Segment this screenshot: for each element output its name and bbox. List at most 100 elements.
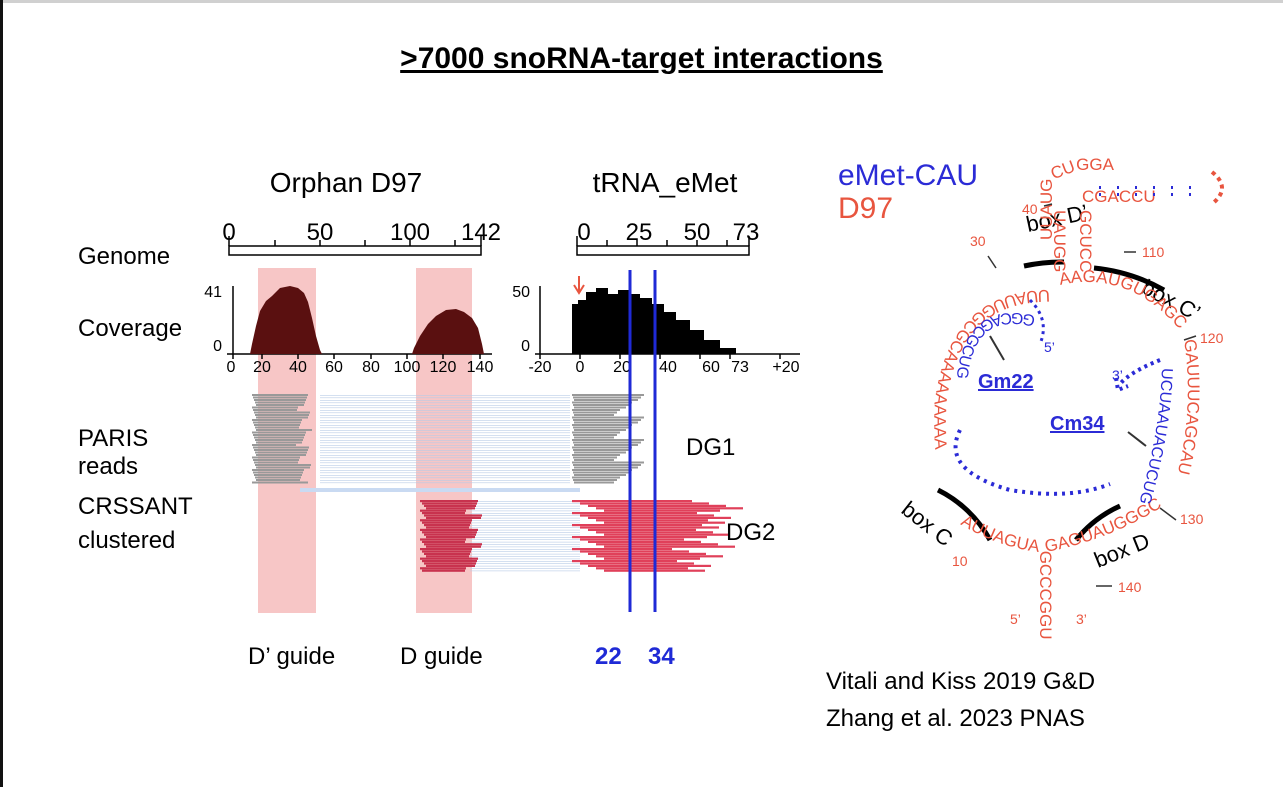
dg2-read-right xyxy=(604,533,730,536)
read-connector xyxy=(320,480,570,481)
orphan-genome-tick: 100 xyxy=(390,219,430,246)
dg1-read-right xyxy=(573,449,629,451)
dg1-read-right xyxy=(574,414,614,416)
dg1-read-left xyxy=(256,404,304,406)
dg2-read-left xyxy=(422,569,465,572)
read-connector xyxy=(470,558,580,560)
dg2-read-right xyxy=(588,540,701,543)
position-34-label: 34 xyxy=(648,643,675,670)
read-connector xyxy=(320,410,570,411)
read-connector xyxy=(320,472,570,474)
trna-genome-tick: 73 xyxy=(733,219,760,246)
hairpin-loop-dotted xyxy=(1210,170,1224,206)
hairpin-basepairs xyxy=(1099,186,1191,198)
dg2-read-right xyxy=(588,528,696,531)
dg1-read-left xyxy=(255,476,301,479)
dg1-read-left xyxy=(252,481,308,484)
emet-5-prime-label: 5’ xyxy=(1044,339,1055,355)
read-connector xyxy=(320,415,570,416)
orphan-coverage-peak-d-prime xyxy=(250,286,322,354)
dg2-read-left xyxy=(424,524,470,527)
read-connector xyxy=(320,455,570,456)
dg2-read-right xyxy=(572,548,672,551)
dg2-read-left xyxy=(424,514,482,517)
dg2-read-left xyxy=(422,531,477,534)
dg2-read-right xyxy=(596,507,743,510)
read-connector xyxy=(320,425,570,426)
credit-line-2: Zhang et al. 2023 PNAS xyxy=(826,705,1085,732)
dg1-label: DG1 xyxy=(686,434,735,461)
read-connector xyxy=(470,532,580,533)
dg1-read-right xyxy=(574,459,614,461)
dg2-read-left xyxy=(424,543,482,546)
dg2-read-right xyxy=(572,512,697,515)
dg1-read-right xyxy=(574,436,614,439)
dg2-read-left xyxy=(424,552,470,555)
trna-cov-ymax: 50 xyxy=(512,284,530,301)
dg2-read-left xyxy=(426,516,481,519)
crssant-label: CRSSANT xyxy=(78,493,193,520)
paris-label: PARIS xyxy=(78,425,148,452)
number-pointers xyxy=(987,203,1197,587)
dg2-read-right xyxy=(588,552,706,555)
num-40: 40 xyxy=(1022,201,1038,217)
dg1-read-left xyxy=(252,431,306,434)
dg2-read-left xyxy=(422,550,471,553)
orphan-cov-ymin: 0 xyxy=(213,338,222,355)
dg1-read-left xyxy=(253,471,303,474)
dg2-read-left xyxy=(426,526,469,529)
read-connector xyxy=(470,553,580,555)
dg2-read-right xyxy=(604,545,735,548)
read-connector xyxy=(320,445,570,446)
trna-genome-bar xyxy=(576,245,750,256)
orphan-cov-tick: 40 xyxy=(289,359,307,376)
read-connector xyxy=(320,462,570,464)
trna-genome-tick: 50 xyxy=(684,219,711,246)
dg1-read-left xyxy=(252,394,308,396)
num-120: 120 xyxy=(1200,330,1224,346)
dg1-read-right xyxy=(572,394,644,396)
read-connector xyxy=(470,551,580,552)
dg2-read-left xyxy=(420,509,466,512)
read-connector xyxy=(470,546,580,548)
dg1-read-right xyxy=(573,404,629,406)
left-border xyxy=(0,0,3,787)
dg2-read-left xyxy=(420,548,472,551)
read-connector xyxy=(320,400,570,401)
read-connector xyxy=(320,412,570,414)
dg2-read-right xyxy=(588,564,711,567)
read-connector xyxy=(320,417,570,419)
gm22-pointer xyxy=(989,335,1005,361)
dg1-read-left xyxy=(254,449,308,451)
legend-d97: D97 xyxy=(838,192,893,225)
dg1-read-right xyxy=(572,476,620,479)
dg2-read-left xyxy=(426,507,475,510)
dg2-read-right xyxy=(580,502,709,505)
orphan-cov-tick: 120 xyxy=(430,359,457,376)
read-connector xyxy=(470,527,580,528)
orphan-cov-ymax: 41 xyxy=(204,284,222,301)
dg2-read-left xyxy=(422,512,465,515)
read-connector xyxy=(470,520,580,521)
dg2-read-left xyxy=(426,564,475,567)
dg2-read-right xyxy=(572,536,707,539)
num-110: 110 xyxy=(1142,244,1165,260)
dg2-read-right xyxy=(588,516,731,519)
emet-5-prime-tail xyxy=(1028,298,1045,345)
dg2-read-right xyxy=(604,557,700,560)
position-numbers: 40 30 110 120 130 140 10 5’ 3’ xyxy=(952,201,1224,627)
dg2-read-left xyxy=(422,502,477,505)
d97-hairpin-right: CGACCU xyxy=(1082,187,1156,206)
dg1-read-right xyxy=(573,479,617,481)
read-connector xyxy=(320,450,570,451)
orphan-coverage-ticks xyxy=(232,354,481,359)
dg2-read-left xyxy=(422,540,465,543)
read-connector xyxy=(320,460,570,461)
read-connector xyxy=(320,482,570,484)
dg1-read-right xyxy=(572,469,632,471)
dg1-read-left xyxy=(254,461,298,464)
read-connector xyxy=(470,570,580,572)
dg2-read-left xyxy=(426,545,481,548)
dg2-read-right xyxy=(604,509,720,512)
dg1-read-right xyxy=(573,419,641,421)
